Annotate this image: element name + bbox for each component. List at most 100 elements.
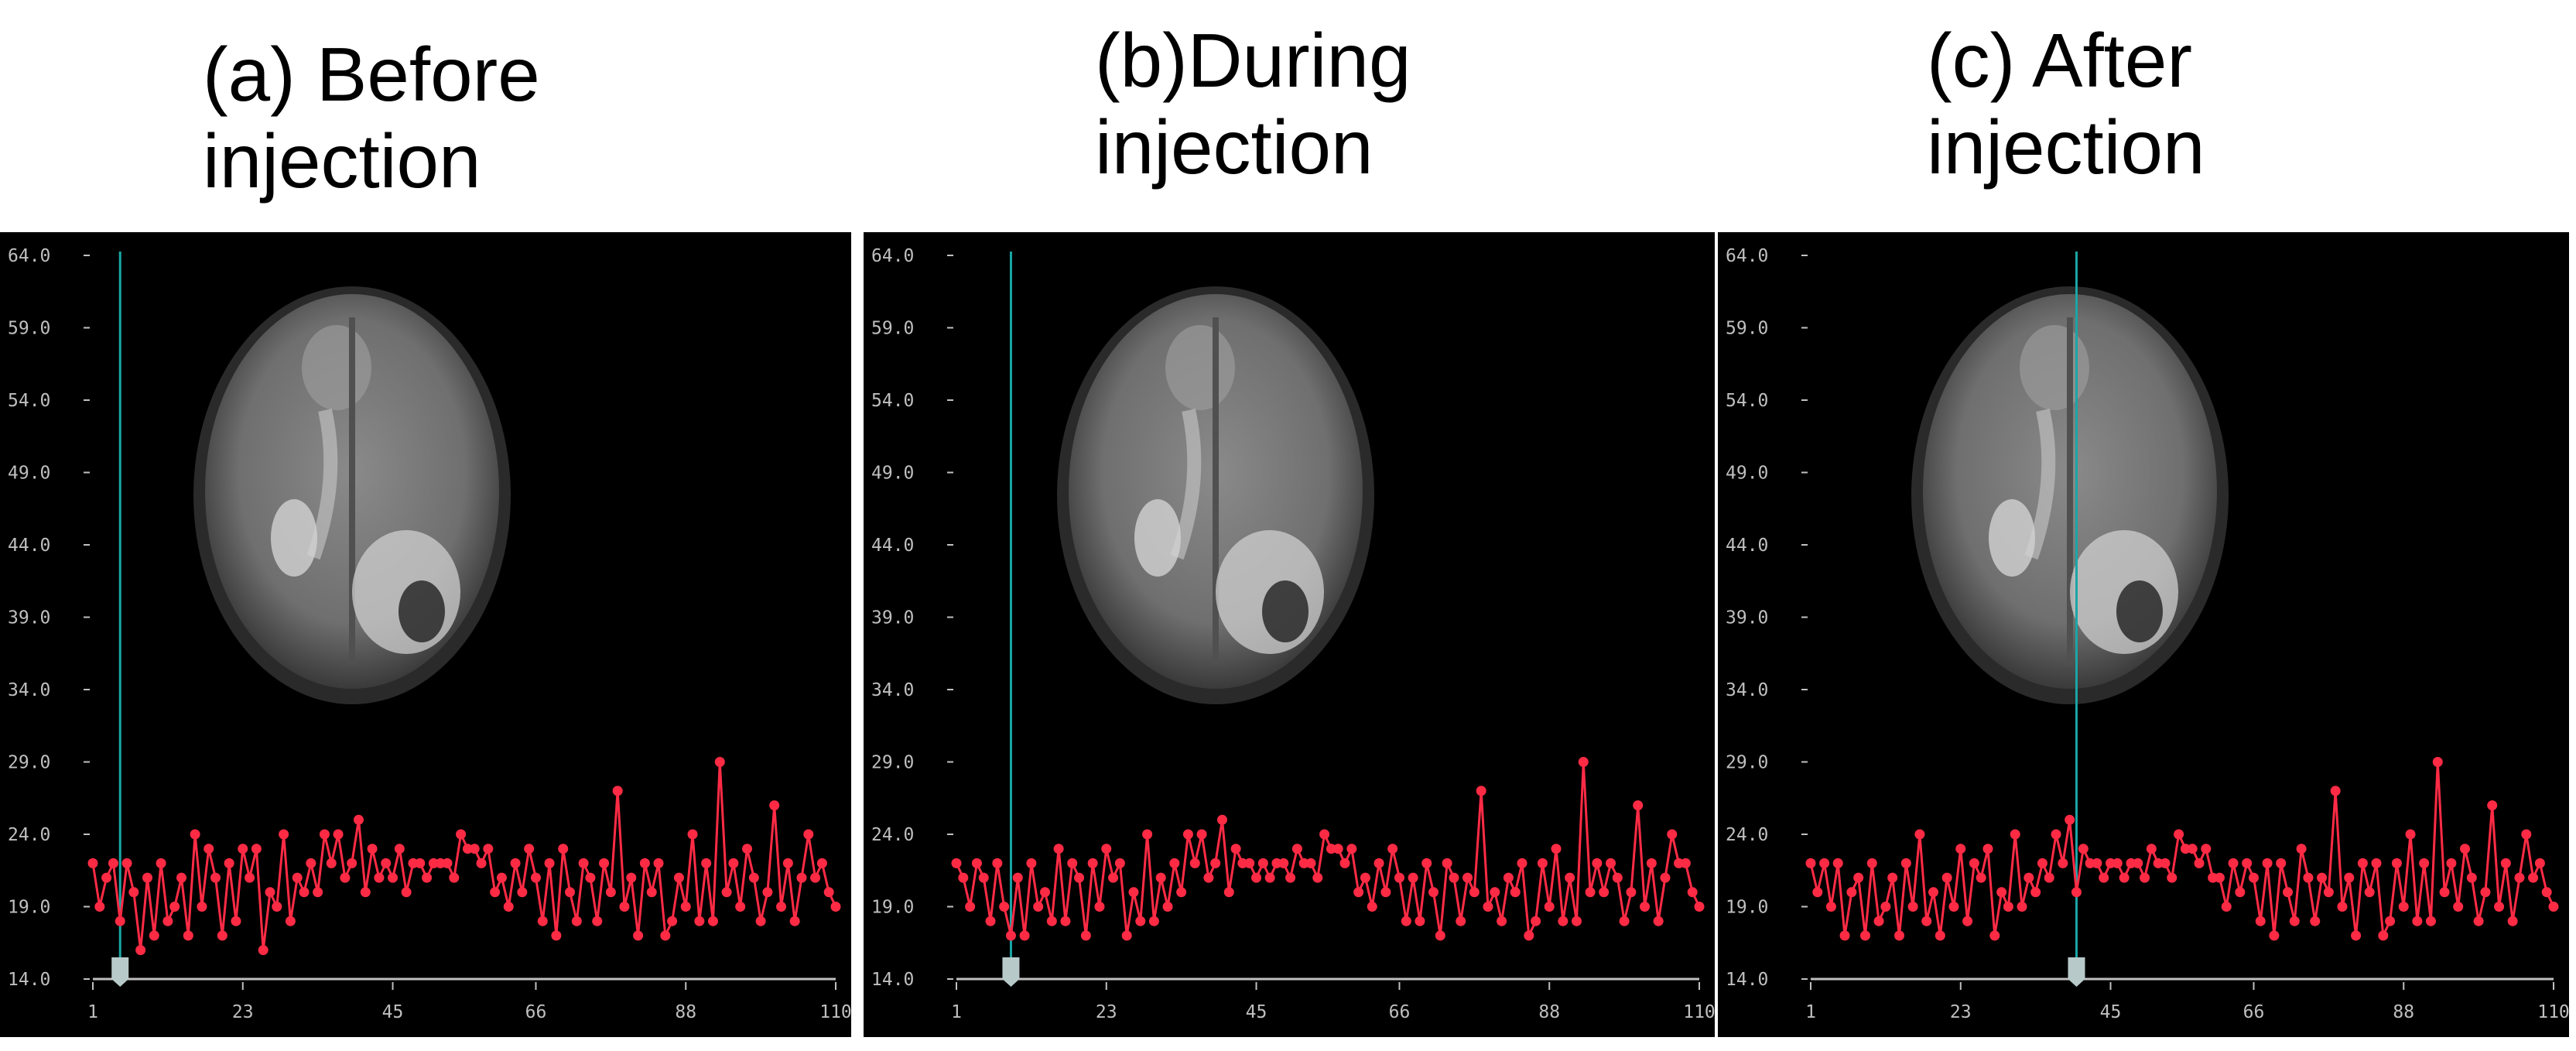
data-point: [197, 902, 207, 912]
x-tick-label: 23: [1950, 1002, 1972, 1022]
data-point: [2133, 858, 2143, 868]
data-point: [2398, 902, 2409, 912]
data-point: [2140, 872, 2150, 883]
data-point: [1606, 858, 1616, 868]
data-point: [333, 829, 344, 840]
data-point: [483, 844, 494, 854]
data-point: [1962, 916, 1973, 926]
data-point: [2003, 902, 2013, 912]
x-tick-label: 88: [1538, 1002, 1560, 1022]
data-point: [762, 887, 773, 898]
data-point: [1646, 858, 1657, 868]
data-point: [1619, 916, 1630, 926]
data-point: [2235, 887, 2246, 898]
data-point: [2303, 872, 2314, 883]
data-point: [2412, 916, 2423, 926]
data-point: [360, 887, 371, 898]
data-point: [2078, 844, 2089, 854]
data-point: [2044, 872, 2054, 883]
chart-panel-b: 64.0 59.0 54.0 49.0 44.0 39.0 34.0 29.0 24.0 19.0…: [864, 232, 1715, 1037]
data-point: [1435, 930, 1445, 941]
data-point: [558, 844, 569, 854]
data-point: [2112, 858, 2123, 868]
data-point: [2439, 887, 2450, 898]
data-point: [1578, 757, 1589, 767]
y-tick-label: 24.0: [8, 825, 50, 845]
data-point: [1026, 858, 1037, 868]
data-point: [2378, 930, 2389, 941]
data-point: [1571, 916, 1582, 926]
cursor-handle: [1002, 957, 1020, 987]
data-point: [1680, 858, 1691, 868]
x-tick-label: 1: [87, 1002, 98, 1022]
data-point: [1257, 858, 1268, 868]
axial-brain-mri: [193, 286, 511, 704]
cursor-handle: [111, 957, 129, 987]
data-point: [1421, 858, 1432, 868]
data-point: [456, 829, 467, 840]
data-point: [735, 902, 746, 912]
data-point: [1941, 872, 1952, 883]
data-point: [2548, 902, 2559, 912]
y-tick-label: 49.0: [1726, 464, 1768, 484]
y-tick-label: 59.0: [1726, 319, 1768, 339]
data-point: [2071, 887, 2082, 898]
data-point: [701, 858, 712, 868]
data-point: [742, 844, 753, 854]
cursor-handle: [2068, 957, 2085, 987]
data-point: [2364, 887, 2375, 898]
data-point: [476, 858, 487, 868]
data-point: [1189, 858, 1200, 868]
data-point: [2037, 858, 2047, 868]
y-tick-label: 54.0: [1726, 391, 1768, 411]
data-point: [394, 844, 405, 854]
data-point: [2099, 872, 2109, 883]
data-point: [524, 844, 535, 854]
y-tick-label: 64.0: [1726, 246, 1768, 266]
data-point: [2371, 858, 2382, 868]
data-point: [1060, 916, 1071, 926]
data-point: [1456, 916, 1466, 926]
data-point: [1401, 916, 1411, 926]
data-point: [2460, 844, 2471, 854]
data-point: [1900, 858, 1911, 868]
data-point: [169, 902, 180, 912]
data-point: [272, 902, 282, 912]
data-point: [1825, 902, 1836, 912]
x-tick-label: 66: [1389, 1002, 1411, 1022]
data-point: [2317, 872, 2328, 883]
data-point: [1019, 930, 1030, 941]
data-point: [1176, 887, 1187, 898]
data-point: [265, 887, 275, 898]
panel-a-title-line-2: injection: [203, 118, 481, 204]
data-point: [2344, 872, 2355, 883]
data-point: [2500, 858, 2511, 868]
data-point: [2024, 872, 2034, 883]
y-tick-label: 19.0: [1726, 898, 1768, 918]
data-point: [1380, 887, 1391, 898]
data-point: [673, 872, 684, 883]
data-point: [2453, 902, 2464, 912]
data-point: [1196, 829, 1207, 840]
data-point: [381, 858, 392, 868]
data-point: [1907, 902, 1918, 912]
data-point: [401, 887, 412, 898]
data-point: [653, 858, 664, 868]
data-point: [728, 858, 739, 868]
data-point: [2487, 800, 2498, 811]
data-point: [2119, 872, 2130, 883]
data-point: [2296, 844, 2307, 854]
y-tick-label: 29.0: [871, 753, 914, 773]
data-point: [633, 930, 644, 941]
data-point: [1046, 916, 1057, 926]
data-point: [1285, 872, 1296, 883]
data-point: [2514, 872, 2525, 883]
data-point: [245, 872, 255, 883]
data-point: [585, 872, 596, 883]
data-point: [1319, 829, 1330, 840]
data-point: [1921, 916, 1932, 926]
chart-panel-a: 64.0 59.0 54.0 49.0 44.0 39.0 34.0 29.0 24.0 19.0…: [0, 232, 851, 1037]
data-point: [1353, 887, 1364, 898]
data-point: [313, 887, 323, 898]
data-point: [2351, 930, 2362, 941]
